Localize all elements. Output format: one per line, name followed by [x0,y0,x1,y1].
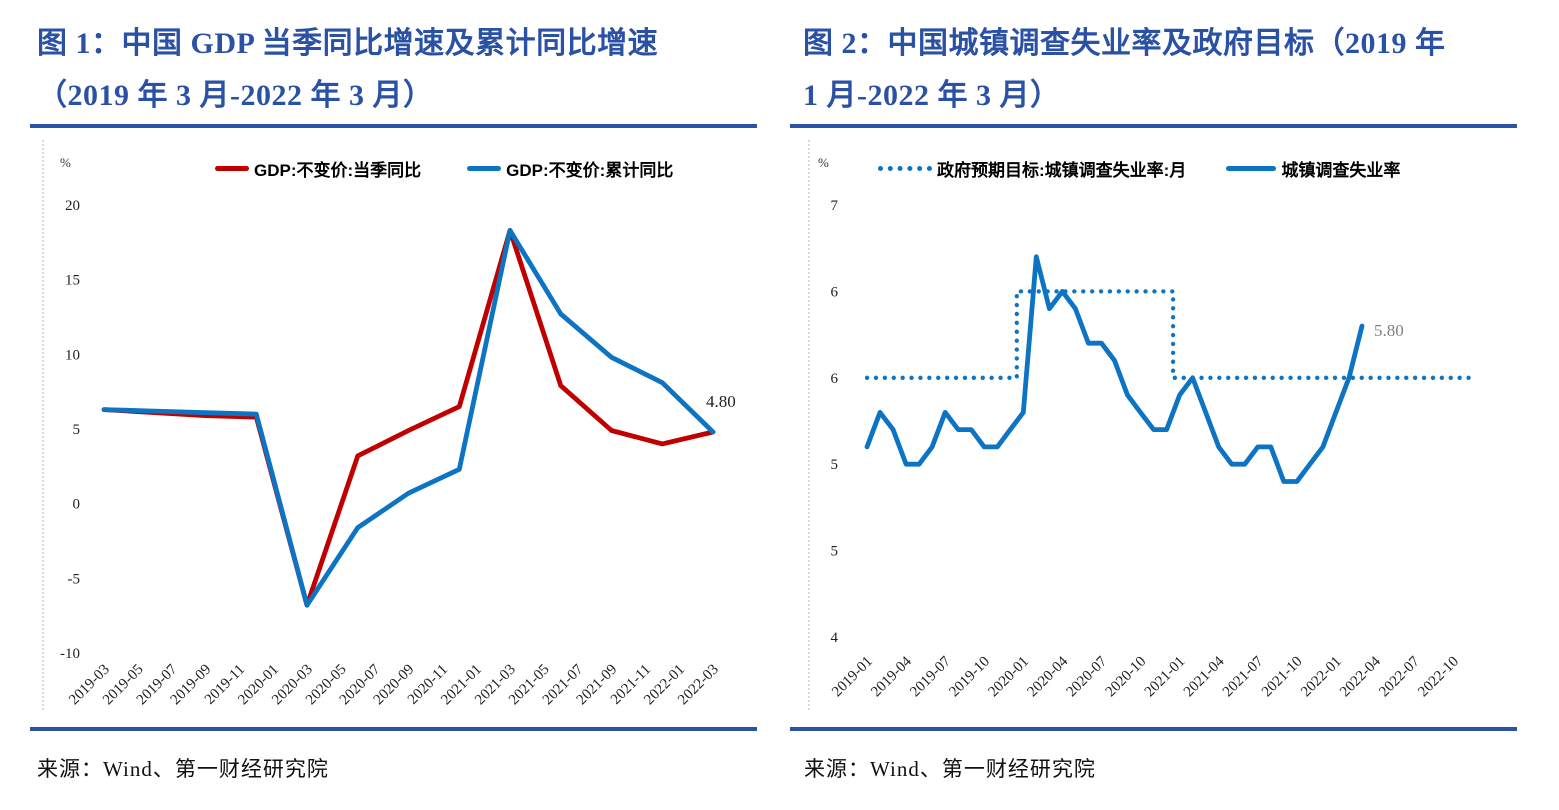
x-axis-tick-label: 2021-04 [1181,653,1228,700]
legend-item-unemployment-rate: 城镇调查失业率 [1226,156,1400,181]
x-axis-tick-label: 2020-04 [1025,653,1072,700]
gdp-growth-line-chart: 20151050-5-102019-032019-052019-072019-0… [60,198,736,708]
y-axis-tick-label: -5 [68,571,81,587]
figure-1-title: 图 1：中国 GDP 当季同比增速及累计同比增速 （2019 年 3 月-202… [37,18,752,122]
figure-1-bottom-divider [30,727,757,731]
legend-label-government-target: 政府预期目标:城镇调查失业率:月 [937,161,1187,180]
x-axis-tick-label: 2019-04 [868,653,915,700]
series-line-0 [864,289,1478,380]
legend-item-quarterly-yoy: GDP:不变价:当季同比 [215,156,421,181]
x-axis-tick-label: 2021-10 [1259,654,1306,701]
x-axis-tick-label: 2022-07 [1376,653,1423,700]
x-axis-tick-label: 2019-01 [829,654,876,701]
x-axis-tick-label: 2022-01 [1298,654,1345,701]
figure-1-legend: GDP:不变价:当季同比 GDP:不变价:累计同比 [215,156,673,181]
y-axis-tick-label: 15 [65,273,80,289]
legend-label-unemployment-rate: 城镇调查失业率 [1281,161,1401,180]
series-end-value-label: 4.80 [706,392,736,411]
figure-2-title: 图 2：中国城镇调查失业率及政府目标（2019 年 1 月-2022 年 3 月… [803,18,1518,122]
series-line-1 [864,254,1365,484]
figure-2-title-line2: 1 月-2022 年 3 月） [803,79,1061,112]
x-axis-tick-label: 2022-10 [1415,654,1462,701]
figure-1-title-line2: （2019 年 3 月-2022 年 3 月） [37,79,434,112]
y-axis-tick-label: -10 [60,646,80,662]
x-axis-tick-label: 2021-01 [1142,654,1189,701]
chart-left-dotted-edge [808,140,810,710]
solid-line-swatch-icon [1226,166,1277,171]
legend-label-quarterly-yoy: GDP:不变价:当季同比 [254,161,422,180]
blue-line-swatch-icon [467,166,502,171]
y-axis-tick-label: 5 [831,544,839,560]
y-axis-tick-label: 4 [831,630,839,646]
figure-1-top-divider [30,124,757,128]
figure-2-panel: 图 2：中国城镇调查失业率及政府目标（2019 年 1 月-2022 年 3 月… [790,0,1517,810]
figure-1-panel: 图 1：中国 GDP 当季同比增速及累计同比增速 （2019 年 3 月-202… [30,0,757,810]
figure-2-bottom-divider [790,727,1517,731]
legend-label-cumulative-yoy: GDP:不变价:累计同比 [506,161,674,180]
figure-1-source: 来源：Wind、第一财经研究院 [37,757,329,781]
figure-1-title-line1: 图 1：中国 GDP 当季同比增速及累计同比增速 [37,27,659,60]
series-end-value-label: 5.80 [1374,321,1404,340]
y-axis-tick-label: 5 [73,422,81,438]
y-axis-tick-label: 5 [831,457,839,473]
y-axis-tick-label: 20 [65,198,80,214]
figure-2-chart: 7 6 6 5 5 4 2019-01 2019-04 2019-07 2019-10 2020-0… [790,135,1517,725]
x-axis-tick-label: 2020-10 [1103,654,1150,701]
y-axis-tick-label: 6 [831,284,839,300]
figure-2-source: 来源：Wind、第一财经研究院 [804,757,1096,781]
x-axis-tick-label: 2022-04 [1337,653,1384,700]
y-axis-tick-label: 0 [73,497,81,513]
series-line-0 [101,228,716,608]
legend-item-government-target: 政府预期目标:城镇调查失业率:月 [878,156,1186,181]
series-line-1 [101,228,716,608]
x-axis-tick-label: 2019-07 [907,653,954,700]
y-axis-tick-label: 10 [65,347,80,363]
figure-1-chart: 20 15 10 5 0 -5 -10 2019-03 2019-05 2019-07 2019-0… [30,135,757,725]
y-axis-tick-label: 7 [831,198,839,214]
x-axis-tick-label: 2021-07 [1220,653,1267,700]
figure-2-title-line1: 图 2：中国城镇调查失业率及政府目标（2019 年 [803,27,1446,60]
figure-2-legend: 政府预期目标:城镇调查失业率:月 城镇调查失业率 [878,156,1400,181]
chart-left-dotted-edge [42,140,44,710]
red-line-swatch-icon [215,166,249,171]
unemployment-rate-line-chart: 7665542019-012019-042019-072019-102020-0… [829,198,1478,701]
figure-1-y-axis-unit-label: % [60,155,71,170]
x-axis-tick-label: 2019-10 [946,654,993,701]
y-axis-tick-label: 6 [831,371,839,387]
x-axis-tick-label: 2020-01 [985,654,1032,701]
legend-item-cumulative-yoy: GDP:不变价:累计同比 [467,156,673,181]
x-axis-tick-label: 2020-07 [1064,653,1111,700]
figure-2-y-axis-unit-label: % [818,155,829,170]
figure-2-top-divider [790,124,1517,128]
dotted-line-swatch-icon [878,166,932,171]
